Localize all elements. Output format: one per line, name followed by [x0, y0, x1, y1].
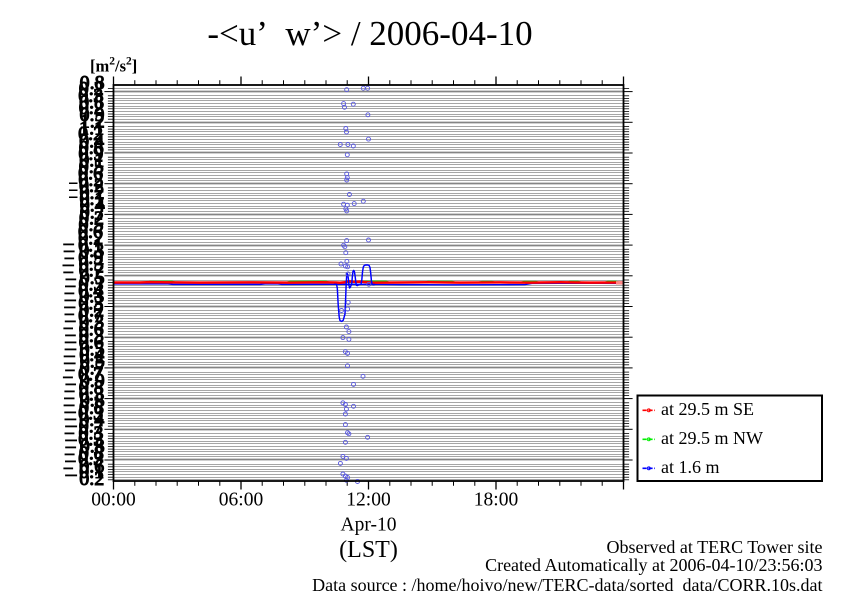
svg-text:0.8: 0.8	[80, 436, 105, 458]
svg-text:0.4: 0.4	[79, 344, 104, 366]
svg-text:0.4: 0.4	[79, 409, 104, 431]
svg-text:0.7: 0.7	[80, 358, 105, 380]
svg-text:(LST): (LST)	[339, 537, 398, 563]
svg-text:0.2: 0.2	[80, 182, 105, 204]
svg-text:0.3: 0.3	[78, 85, 103, 107]
svg-text:0.9: 0.9	[80, 370, 105, 392]
svg-text:0.6: 0.6	[78, 162, 103, 184]
svg-text:0.6: 0.6	[79, 456, 104, 478]
svg-text:0.8: 0.8	[80, 390, 105, 412]
svg-text:0.3: 0.3	[79, 312, 104, 334]
svg-text:at 29.5 m NW: at 29.5 m NW	[661, 428, 763, 448]
svg-text:0.8: 0.8	[79, 397, 104, 419]
svg-text:0.3: 0.3	[79, 384, 104, 406]
svg-text:Observed at TERC Tower site: Observed at TERC Tower site	[606, 537, 822, 557]
svg-text:0.3: 0.3	[78, 292, 103, 314]
svg-text:06:00: 06:00	[219, 490, 263, 511]
svg-text:0.5: 0.5	[80, 267, 105, 289]
svg-text:0.4: 0.4	[79, 130, 104, 152]
svg-text:1.1: 1.1	[79, 117, 104, 139]
svg-text:0.1: 0.1	[79, 150, 104, 172]
svg-text:0.9: 0.9	[80, 104, 105, 126]
svg-text:0.3: 0.3	[78, 403, 103, 425]
svg-text:0.3: 0.3	[79, 325, 104, 347]
svg-text:0.5: 0.5	[80, 351, 105, 373]
svg-text:0.3: 0.3	[79, 273, 104, 295]
svg-text:0.4: 0.4	[80, 195, 105, 217]
svg-text:0.5: 0.5	[79, 214, 104, 236]
svg-text:0.2: 0.2	[78, 123, 103, 145]
svg-text:0.7: 0.7	[79, 416, 104, 438]
svg-text:0.6: 0.6	[79, 137, 104, 159]
svg-text:0.7: 0.7	[79, 260, 104, 282]
svg-text:0.8: 0.8	[79, 91, 104, 113]
svg-text:0.9: 0.9	[78, 143, 103, 165]
svg-text:12:00: 12:00	[346, 490, 390, 511]
svg-text:at 1.6 m: at 1.6 m	[661, 457, 720, 477]
svg-text:0.9: 0.9	[78, 247, 103, 269]
svg-text:0.8: 0.8	[79, 377, 104, 399]
svg-text:0.6: 0.6	[78, 221, 103, 243]
svg-text:1.2: 1.2	[80, 111, 105, 133]
svg-text:0.3: 0.3	[79, 286, 104, 308]
svg-text:0.1: 0.1	[79, 461, 104, 483]
svg-text:0.3: 0.3	[78, 448, 103, 470]
svg-text:0.3: 0.3	[78, 429, 103, 451]
svg-text:0.1: 0.1	[78, 234, 103, 256]
svg-text:at 29.5 m SE: at 29.5 m SE	[661, 399, 754, 419]
svg-text:0.2: 0.2	[79, 208, 104, 230]
svg-text:0.2: 0.2	[78, 169, 103, 191]
svg-text:0.7: 0.7	[78, 364, 103, 386]
svg-text:0.1: 0.1	[80, 188, 105, 210]
svg-text:0.7: 0.7	[80, 201, 105, 223]
svg-text:0.2: 0.2	[79, 97, 104, 119]
svg-text:0.5: 0.5	[80, 338, 105, 360]
svg-text:00:00: 00:00	[91, 490, 135, 511]
svg-text:0.6: 0.6	[79, 319, 104, 341]
svg-text:0.5: 0.5	[79, 156, 104, 178]
svg-text:0.2: 0.2	[79, 468, 104, 490]
svg-text:Apr-10: Apr-10	[341, 515, 397, 536]
svg-text:Created Automatically at 2006-: Created Automatically at 2006-04-10/23:5…	[485, 555, 822, 575]
svg-text:0.2: 0.2	[79, 175, 104, 197]
svg-text:0.7: 0.7	[78, 305, 103, 327]
svg-text:0.4: 0.4	[78, 280, 103, 302]
svg-text:Data source : /home/hoivo/new/: Data source : /home/hoivo/new/TERC-data/…	[312, 575, 822, 595]
svg-text:0.2: 0.2	[79, 299, 104, 321]
svg-text:18:00: 18:00	[474, 490, 518, 511]
svg-text:0.3: 0.3	[79, 240, 104, 262]
svg-text:0.3: 0.3	[79, 423, 104, 445]
svg-text:-<u’ w’> / 2006-04-10: -<u’ w’> / 2006-04-10	[207, 14, 532, 53]
svg-text:0.6: 0.6	[79, 332, 104, 354]
svg-text:0.8: 0.8	[79, 442, 104, 464]
svg-text:0.2: 0.2	[78, 228, 103, 250]
svg-text:0.2: 0.2	[79, 78, 104, 100]
svg-text:[m2/s2]: [m2/s2]	[90, 56, 137, 76]
svg-text:0.8: 0.8	[80, 72, 105, 94]
svg-text:0.3: 0.3	[79, 253, 104, 275]
